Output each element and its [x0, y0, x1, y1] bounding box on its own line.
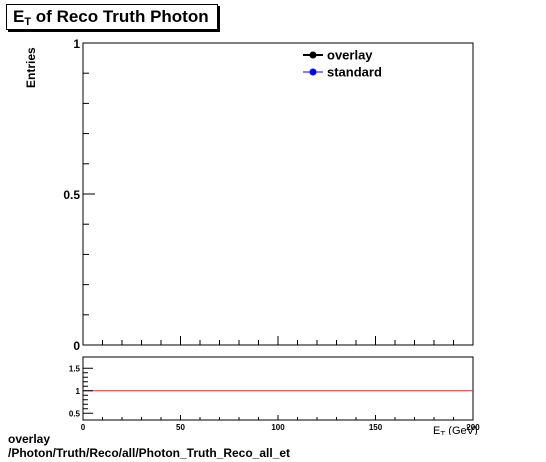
- xlabel-suffix: (GeV): [445, 425, 478, 435]
- main-axis-ticks: [82, 42, 474, 346]
- ratio-y-tick-label: 0.5: [69, 409, 81, 418]
- legend-entry-standard: standard: [303, 65, 382, 80]
- main-axis-labels: 00.51: [63, 37, 80, 353]
- legend-marker-overlay: [309, 51, 317, 59]
- ratio-x-tick-label: 0: [81, 423, 86, 432]
- legend-marker-standard: [309, 68, 317, 76]
- main-plot-frame: [82, 42, 474, 346]
- legend: overlay standard: [303, 48, 382, 80]
- title-subscript: T: [24, 16, 32, 28]
- title-suffix: of Reco Truth Photon: [31, 7, 209, 26]
- chart-title: ET of Reco Truth Photon: [6, 4, 218, 30]
- xlabel-prefix: E: [433, 425, 441, 435]
- xlabel-subscript: T: [440, 430, 446, 435]
- legend-label-overlay: overlay: [327, 48, 373, 63]
- main-y-tick-label: 0: [73, 339, 80, 353]
- ratio-y-tick-label: 1: [76, 387, 81, 396]
- ratio-y-tick-label: 1.5: [69, 364, 81, 373]
- title-prefix: E: [13, 7, 25, 26]
- ratio-plot-frame: [82, 356, 474, 421]
- main-y-tick-label: 1: [73, 37, 80, 51]
- ratio-axis-labels: 0.5 1 1.5 0 50 100 150 200: [69, 364, 480, 432]
- footer-caption: overlay /Photon/Truth/Reco/all/Photon_Tr…: [8, 432, 290, 460]
- ratio-x-tick-label: 200: [466, 423, 480, 432]
- legend-label-standard: standard: [327, 65, 382, 80]
- legend-entry-overlay: overlay: [303, 48, 373, 63]
- footer-line-2: /Photon/Truth/Reco/all/Photon_Truth_Reco…: [8, 446, 291, 460]
- ratio-x-tick-label: 100: [271, 423, 285, 432]
- footer-line-1: overlay: [8, 432, 51, 446]
- ratio-axis-ticks: [82, 367, 474, 420]
- x-axis-label: ET (GeV): [433, 425, 478, 435]
- ratio-x-tick-label: 150: [369, 423, 383, 432]
- main-y-tick-label: 0.5: [63, 188, 80, 202]
- ratio-x-tick-label: 50: [176, 423, 185, 432]
